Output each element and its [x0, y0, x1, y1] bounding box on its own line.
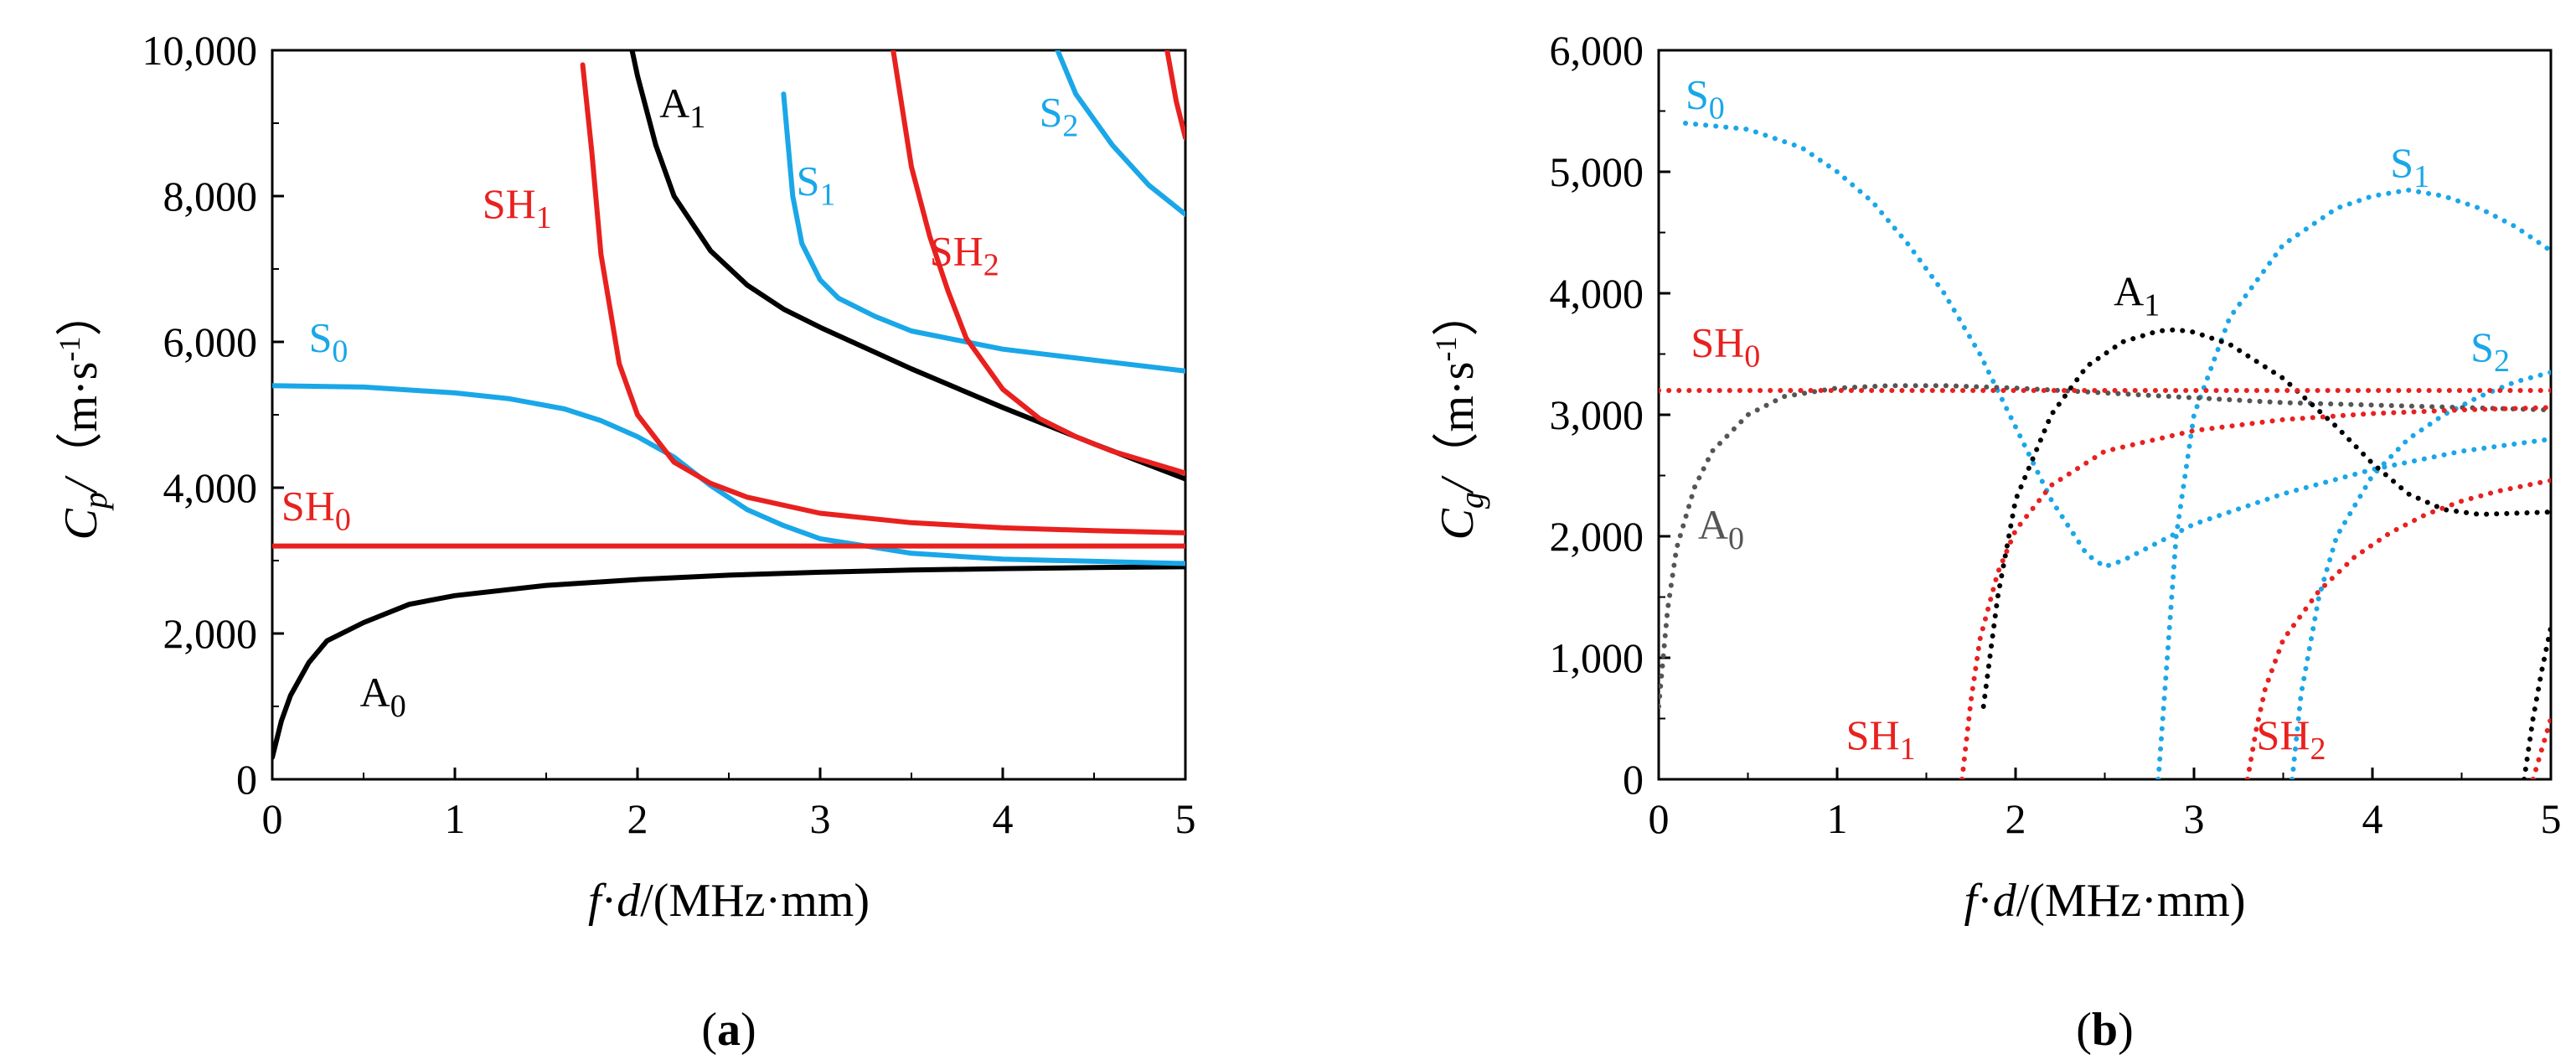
plot-frame [271, 49, 1187, 781]
series-a1-line [629, 50, 1185, 482]
y-tick-label: 2,000 [163, 610, 258, 657]
series-label-a0: A0 [1698, 501, 1744, 556]
panel-tag: (a) [701, 1004, 756, 1056]
y-tick-label: 6,000 [163, 318, 258, 365]
y-tick-label: 5,000 [1550, 148, 1644, 195]
series-label-s1: S1 [797, 157, 836, 212]
y-tick-label: 6,000 [1550, 27, 1644, 74]
x-tick-label: 0 [262, 795, 283, 842]
series-label-sh0: SH0 [1691, 318, 1760, 374]
series-label-s0: S0 [1685, 71, 1725, 127]
x-tick-label: 5 [2541, 795, 2562, 842]
series-sh2-line [2244, 478, 2551, 779]
y-tick-label: 4,000 [1550, 270, 1644, 317]
series-s1-line [781, 91, 1185, 374]
series-label-a0: A0 [360, 669, 406, 724]
series-sh2-line [891, 50, 1185, 476]
series-a1-line [1980, 327, 2551, 709]
x-tick-label: 3 [810, 795, 831, 842]
series-label-sh0: SH0 [281, 482, 351, 537]
series-label-a1: A1 [659, 80, 705, 135]
series-sh1-line [1959, 405, 2551, 779]
series-a0-line [272, 564, 1185, 760]
y-tick-label: 10,000 [142, 27, 258, 74]
x-tick-label: 1 [445, 795, 466, 842]
series-sh3-line [1164, 50, 1185, 141]
y-tick-label: 0 [236, 756, 257, 803]
series-s0-line [1683, 121, 2551, 570]
series-label-sh2: SH2 [930, 228, 999, 283]
x-axis-label: f·d/(MHz·mm) [1964, 875, 2246, 927]
series-label-a1: A1 [2114, 268, 2160, 323]
series-label-sh2: SH2 [2257, 711, 2326, 767]
x-tick-label: 4 [2362, 795, 2383, 842]
series-sh3-line [2530, 716, 2551, 779]
panel-tag: (b) [2076, 1004, 2133, 1056]
y-tick-label: 0 [1623, 756, 1644, 803]
x-tick-label: 2 [627, 795, 648, 842]
y-tick-label: 8,000 [163, 173, 258, 220]
x-tick-label: 2 [2006, 795, 2026, 842]
y-tick-label: 2,000 [1550, 513, 1644, 560]
series-label-sh1: SH1 [483, 180, 552, 235]
series-label-sh1: SH1 [1846, 711, 1916, 767]
x-tick-label: 5 [1175, 795, 1196, 842]
series-s0-line [272, 383, 1185, 566]
series-label-s2: S2 [2470, 323, 2510, 379]
y-tick-label: 1,000 [1550, 634, 1644, 681]
y-tick-label: 3,000 [1550, 391, 1644, 438]
series-group [1659, 121, 2551, 779]
x-tick-label: 4 [993, 795, 1014, 842]
series-a2-line [2522, 624, 2551, 779]
x-axis-label: f·d/(MHz·mm) [588, 875, 870, 927]
series-a0-line [1659, 383, 2551, 709]
series-label-s1: S1 [2390, 139, 2429, 194]
series-label-s2: S2 [1040, 88, 1079, 143]
series-group [272, 50, 1185, 760]
y-axis-label: Cp/（m·s-1） [53, 290, 114, 540]
x-tick-label: 3 [2184, 795, 2205, 842]
series-s1-line [2155, 187, 2551, 779]
series-label-s0: S0 [309, 313, 348, 369]
panel-a-chart: 0 1 2 3 4 5 0 2,000 4,000 6,000 8,000 10,000 A0 A1 S0 S… [53, 27, 1196, 1056]
series-s2-line [2289, 370, 2551, 779]
y-axis-label: Cg/（m·s-1） [1429, 290, 1490, 540]
x-tick-label: 1 [1827, 795, 1848, 842]
y-tick-label: 4,000 [163, 464, 258, 511]
x-tick-label: 0 [1649, 795, 1670, 842]
panel-b-chart: 0 1 2 3 4 5 0 1,000 2,000 3,000 4,000 5,000 6,000 S0 S… [1429, 27, 2562, 1056]
series-sh1-line [580, 62, 1185, 535]
series-s2-line [1055, 50, 1185, 217]
